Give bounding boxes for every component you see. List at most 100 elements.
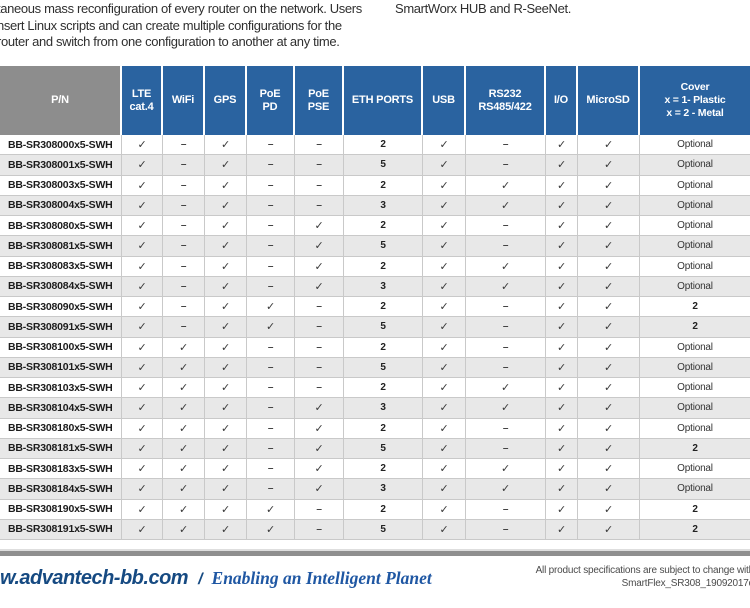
- cell-io: ✓: [546, 317, 578, 337]
- cell-gps: ✓: [205, 499, 247, 519]
- cell-cover: Optional: [677, 159, 713, 171]
- cell-io: ✓: [546, 216, 578, 236]
- cell-microsd: ✓: [578, 256, 640, 276]
- cell-wifi: ✓: [163, 479, 205, 499]
- website-link[interactable]: w.advantech-bb.com: [0, 567, 189, 589]
- cell-lte-cat4: ✓: [122, 135, 163, 155]
- cell-eth-ports: 2: [344, 175, 423, 195]
- cell-rs232-rs485-422: –: [466, 297, 546, 317]
- brand-separator: /: [198, 571, 203, 588]
- cell-io: ✓: [546, 175, 578, 195]
- cell-io: ✓: [546, 155, 578, 175]
- part-number-cell: BB-SR308104x5-SWH: [0, 398, 122, 418]
- cell-usb: ✓: [423, 276, 466, 296]
- spec-table: P/N LTE cat.4 WiFi GPS PoE PD PoE PSE ETH PORTS US…: [0, 66, 750, 540]
- cell-wifi: –: [163, 276, 205, 296]
- table-row: BB-SR308084x5-SWH ✓ – ✓ – ✓ 3 ✓ ✓ ✓ ✓ Optional: [0, 276, 750, 297]
- table-row: BB-SR308001x5-SWH ✓ – ✓ – –5 ✓ – ✓ ✓ Optional: [0, 155, 750, 176]
- table-row: BB-SR308100x5-SWH ✓ ✓ ✓ – –2 ✓ – ✓ ✓ Optional: [0, 337, 750, 358]
- cell-wifi: –: [163, 175, 205, 195]
- cell-poe-pd: –: [247, 276, 295, 296]
- cell-io: ✓: [546, 479, 578, 499]
- cell-rs232-rs485-422: ✓: [466, 175, 546, 195]
- cell-io: ✓: [546, 378, 578, 398]
- cell-eth-ports: 5: [344, 236, 423, 256]
- cell-cover: Optional: [677, 483, 713, 495]
- cell-poe-pd: –: [247, 378, 295, 398]
- table-row: BB-SR308184x5-SWH ✓ ✓ ✓ – ✓ 3 ✓ ✓ ✓ ✓ Optional: [0, 479, 750, 500]
- table-row: BB-SR308103x5-SWH ✓ ✓ ✓ – –2 ✓ ✓ ✓ ✓ Optional: [0, 378, 750, 399]
- part-number-cell: BB-SR308191x5-SWH: [0, 519, 122, 539]
- cell-lte-cat4: ✓: [122, 297, 163, 317]
- part-number-cell: BB-SR308183x5-SWH: [0, 459, 122, 479]
- cell-cover: 2: [692, 321, 698, 333]
- cell-microsd: ✓: [578, 479, 640, 499]
- cell-wifi: ✓: [163, 398, 205, 418]
- cell-rs232-rs485-422: –: [466, 438, 546, 458]
- cell-gps: ✓: [205, 276, 247, 296]
- disclaimer-line: All product specifications are subject t…: [535, 565, 750, 576]
- cell-poe-pd: –: [247, 479, 295, 499]
- cell-usb: ✓: [423, 317, 466, 337]
- cell-gps: ✓: [205, 256, 247, 276]
- cell-microsd: ✓: [578, 378, 640, 398]
- cell-rs232-rs485-422: ✓: [466, 276, 546, 296]
- cell-io: ✓: [546, 357, 578, 377]
- table-header-row: P/N LTE cat.4 WiFi GPS PoE PD PoE PSE ETH PORTS US…: [0, 66, 750, 135]
- cell-rs232-rs485-422: –: [466, 357, 546, 377]
- cell-wifi: ✓: [163, 357, 205, 377]
- cell-lte-cat4: ✓: [122, 256, 163, 276]
- cell-lte-cat4: ✓: [122, 459, 163, 479]
- cell-io: ✓: [546, 438, 578, 458]
- cell-rs232-rs485-422: ✓: [466, 378, 546, 398]
- intro-line: nsert Linux scripts and can create multi…: [0, 17, 342, 33]
- cell-poe-pd: –: [247, 175, 295, 195]
- cell-poe-pse: ✓: [295, 256, 344, 276]
- cell-cover: Optional: [677, 422, 713, 434]
- cell-microsd: ✓: [578, 175, 640, 195]
- cell-cover: Optional: [677, 260, 713, 272]
- table-row: BB-SR308080x5-SWH ✓ – ✓ – ✓ 2 ✓ – ✓ ✓ Optional: [0, 216, 750, 237]
- cell-wifi: –: [163, 236, 205, 256]
- column-header-gps: GPS: [205, 66, 247, 135]
- cell-lte-cat4: ✓: [122, 155, 163, 175]
- column-header-microsd: MicroSD: [578, 66, 640, 135]
- cell-wifi: ✓: [163, 459, 205, 479]
- cell-microsd: ✓: [578, 195, 640, 215]
- cell-microsd: ✓: [578, 317, 640, 337]
- cell-lte-cat4: ✓: [122, 378, 163, 398]
- cell-eth-ports: 5: [344, 357, 423, 377]
- cell-microsd: ✓: [578, 499, 640, 519]
- cell-microsd: ✓: [578, 519, 640, 539]
- cell-wifi: –: [163, 216, 205, 236]
- cell-eth-ports: 5: [344, 317, 423, 337]
- cell-usb: ✓: [423, 256, 466, 276]
- cell-eth-ports: 2: [344, 499, 423, 519]
- cell-microsd: ✓: [578, 337, 640, 357]
- cell-eth-ports: 2: [344, 135, 423, 155]
- cell-rs232-rs485-422: ✓: [466, 479, 546, 499]
- cell-gps: ✓: [205, 297, 247, 317]
- cell-poe-pse: –: [295, 317, 344, 337]
- column-header-rs232-rs485-422: RS232 RS485/422: [466, 66, 546, 135]
- cell-rs232-rs485-422: ✓: [466, 459, 546, 479]
- table-row: BB-SR308180x5-SWH ✓ ✓ ✓ – ✓ 2 ✓ – ✓ ✓ Optional: [0, 418, 750, 439]
- cell-usb: ✓: [423, 499, 466, 519]
- column-header-eth-ports: ETH PORTS: [344, 66, 423, 135]
- cell-io: ✓: [546, 135, 578, 155]
- intro-line: taneous mass reconfiguration of every ro…: [0, 1, 362, 16]
- cell-io: ✓: [546, 337, 578, 357]
- column-header-cover: Cover x = 1- Plastic x = 2 - Metal: [640, 66, 750, 135]
- cell-lte-cat4: ✓: [122, 276, 163, 296]
- cell-rs232-rs485-422: –: [466, 216, 546, 236]
- cell-io: ✓: [546, 398, 578, 418]
- cell-microsd: ✓: [578, 135, 640, 155]
- cell-poe-pd: –: [247, 236, 295, 256]
- cell-io: ✓: [546, 499, 578, 519]
- cell-lte-cat4: ✓: [122, 317, 163, 337]
- cell-cover: Optional: [677, 382, 713, 394]
- cell-gps: ✓: [205, 216, 247, 236]
- brand-tagline: Enabling an Intelligent Planet: [211, 568, 432, 588]
- cell-rs232-rs485-422: –: [466, 418, 546, 438]
- cell-cover: Optional: [677, 341, 713, 353]
